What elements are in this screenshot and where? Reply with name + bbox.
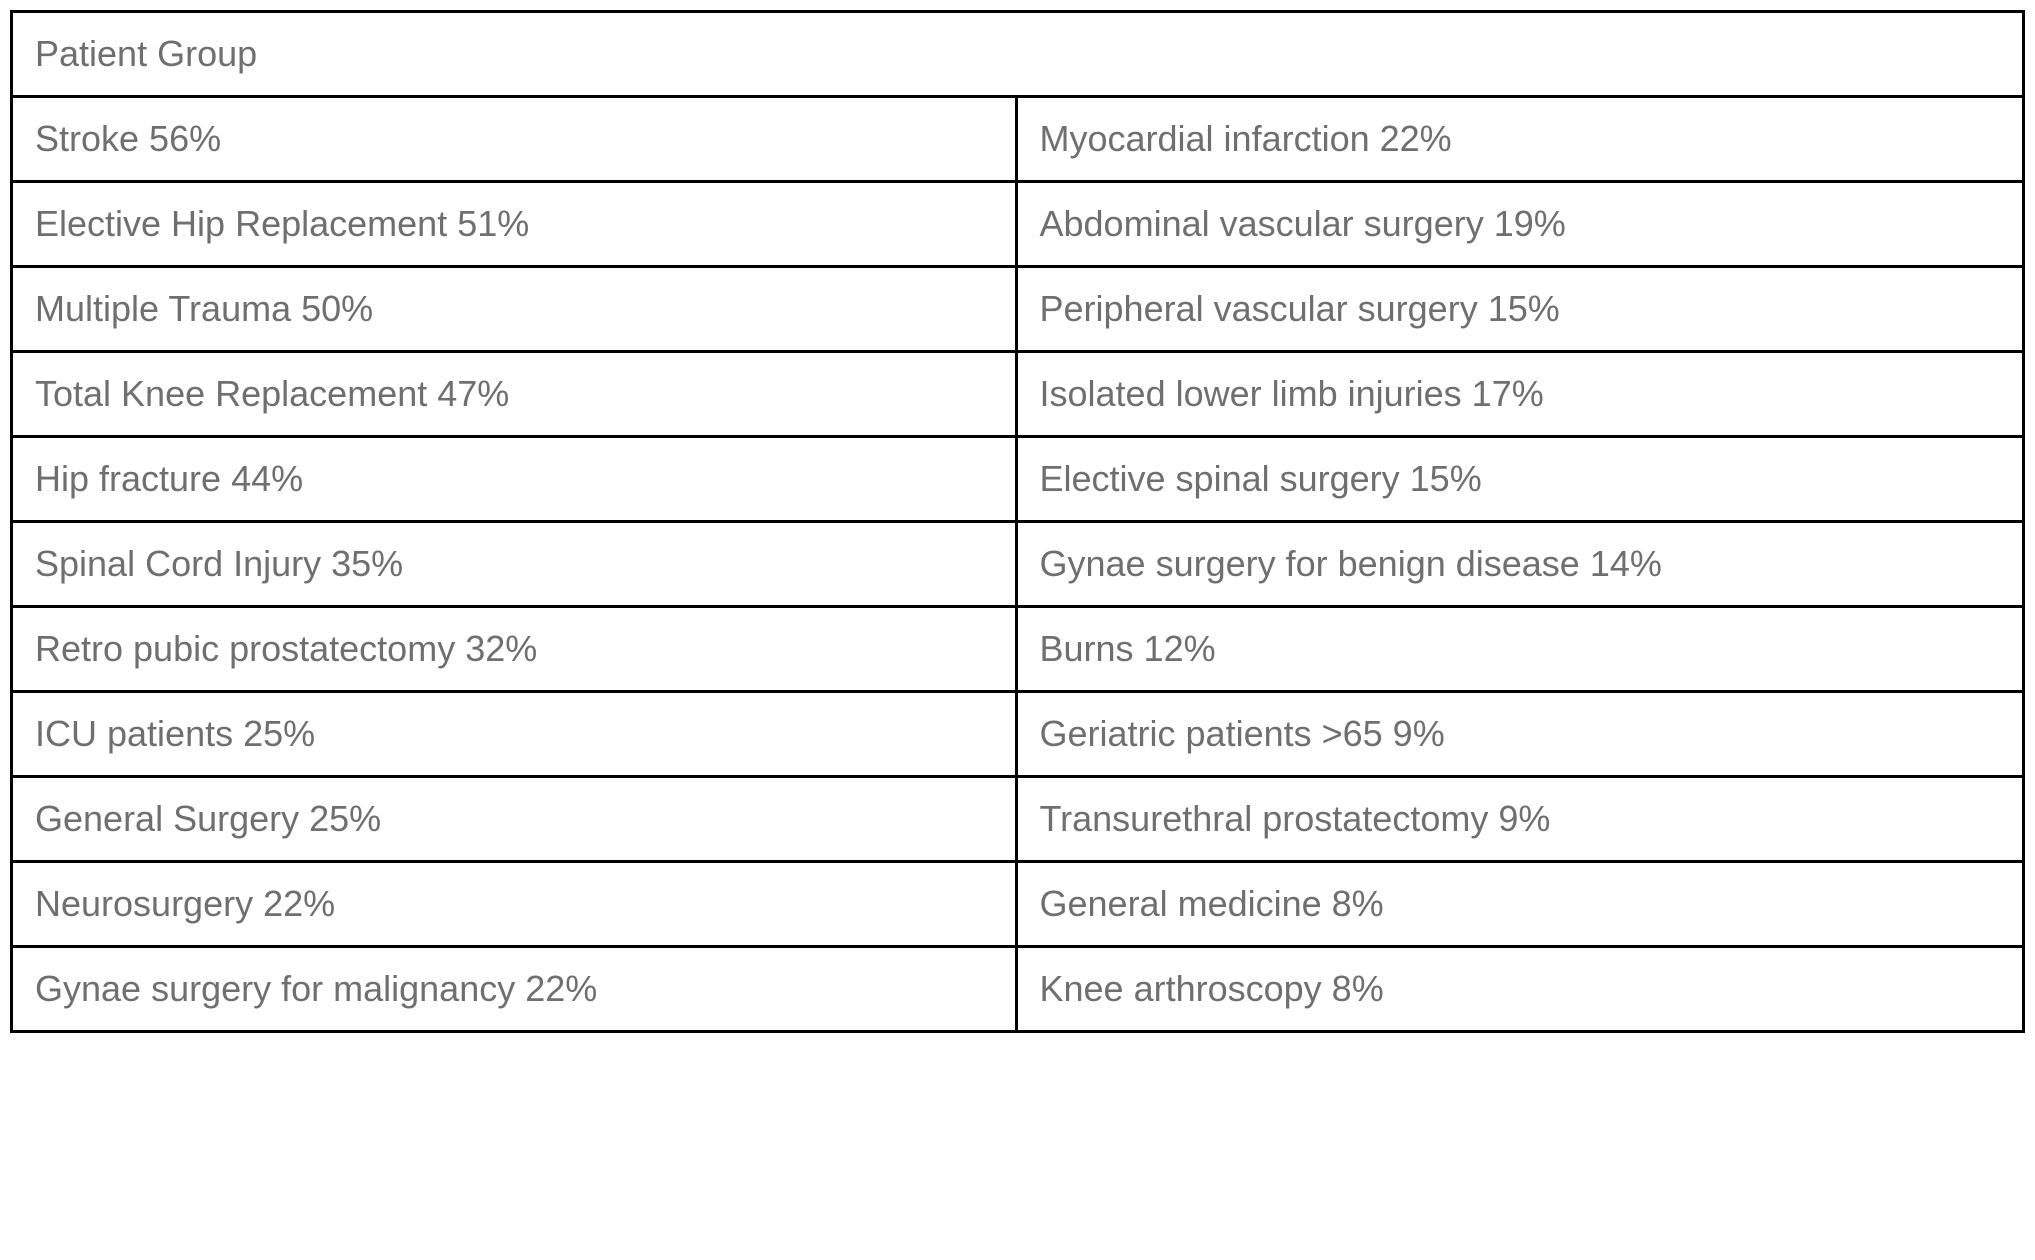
table-cell-right: Burns 12% bbox=[1018, 608, 2023, 690]
table-cell-right: Geriatric patients >65 9% bbox=[1018, 693, 2023, 775]
table-header-cell: Patient Group bbox=[13, 13, 2022, 95]
table-cell-left: Retro pubic prostatectomy 32% bbox=[13, 608, 1018, 690]
table-cell-right: Abdominal vascular surgery 19% bbox=[1018, 183, 2023, 265]
table-cell-right: Knee arthroscopy 8% bbox=[1018, 948, 2023, 1030]
table-cell-left: Neurosurgery 22% bbox=[13, 863, 1018, 945]
table-cell-left: Elective Hip Replacement 51% bbox=[13, 183, 1018, 265]
table-row: Spinal Cord Injury 35% Gynae surgery for… bbox=[10, 520, 2025, 605]
table-row: General Surgery 25% Transurethral prosta… bbox=[10, 775, 2025, 860]
table-row: Multiple Trauma 50% Peripheral vascular … bbox=[10, 265, 2025, 350]
table-row: Gynae surgery for malignancy 22% Knee ar… bbox=[10, 945, 2025, 1033]
table-cell-left: Stroke 56% bbox=[13, 98, 1018, 180]
table-cell-right: Myocardial infarction 22% bbox=[1018, 98, 2023, 180]
table-cell-left: Multiple Trauma 50% bbox=[13, 268, 1018, 350]
table-row: Neurosurgery 22% General medicine 8% bbox=[10, 860, 2025, 945]
table-cell-left: General Surgery 25% bbox=[13, 778, 1018, 860]
table-cell-right: Elective spinal surgery 15% bbox=[1018, 438, 2023, 520]
table-row: Retro pubic prostatectomy 32% Burns 12% bbox=[10, 605, 2025, 690]
table-cell-left: Spinal Cord Injury 35% bbox=[13, 523, 1018, 605]
table-cell-right: Transurethral prostatectomy 9% bbox=[1018, 778, 2023, 860]
table-cell-left: ICU patients 25% bbox=[13, 693, 1018, 775]
table-cell-right: Isolated lower limb injuries 17% bbox=[1018, 353, 2023, 435]
table-cell-left: Gynae surgery for malignancy 22% bbox=[13, 948, 1018, 1030]
table-row: Total Knee Replacement 47% Isolated lowe… bbox=[10, 350, 2025, 435]
table-row: Elective Hip Replacement 51% Abdominal v… bbox=[10, 180, 2025, 265]
table-row: ICU patients 25% Geriatric patients >65 … bbox=[10, 690, 2025, 775]
table-row: Hip fracture 44% Elective spinal surgery… bbox=[10, 435, 2025, 520]
table-cell-right: Gynae surgery for benign disease 14% bbox=[1018, 523, 2023, 605]
table-cell-left: Hip fracture 44% bbox=[13, 438, 1018, 520]
table-cell-left: Total Knee Replacement 47% bbox=[13, 353, 1018, 435]
patient-group-table: Patient Group Stroke 56% Myocardial infa… bbox=[10, 10, 2025, 1033]
table-header-row: Patient Group bbox=[10, 10, 2025, 95]
table-cell-right: Peripheral vascular surgery 15% bbox=[1018, 268, 2023, 350]
table-row: Stroke 56% Myocardial infarction 22% bbox=[10, 95, 2025, 180]
table-cell-right: General medicine 8% bbox=[1018, 863, 2023, 945]
